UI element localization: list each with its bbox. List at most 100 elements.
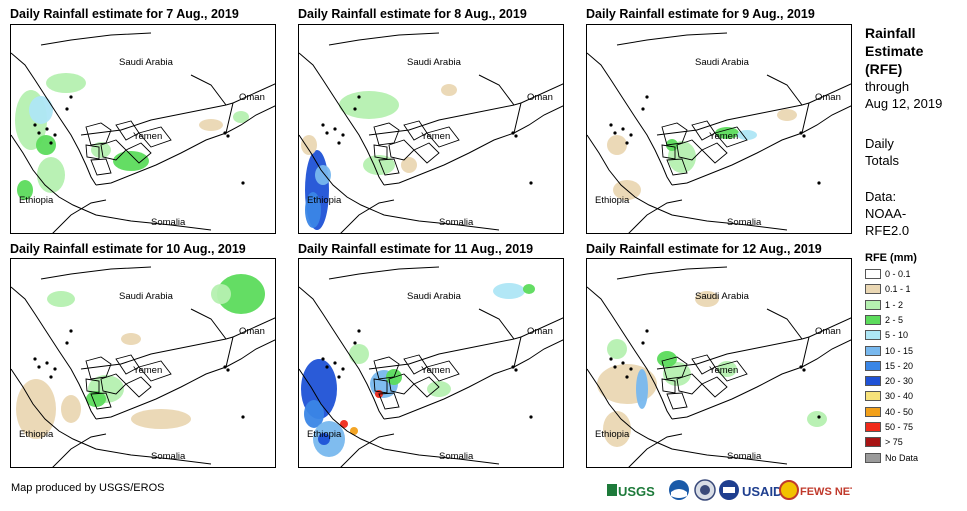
rain-patch bbox=[131, 409, 191, 429]
place-label-oman: Oman bbox=[239, 326, 265, 337]
place-label-ethiopia: Ethiopia bbox=[19, 429, 54, 440]
place-label-somalia: Somalia bbox=[439, 451, 474, 462]
legend-label: No Data bbox=[885, 452, 919, 463]
district-outline bbox=[666, 158, 688, 176]
legend-item: 5 - 10 bbox=[865, 329, 908, 341]
rain-patch bbox=[233, 111, 249, 123]
island-dot bbox=[37, 365, 41, 369]
place-label-somalia: Somalia bbox=[727, 451, 762, 462]
island-dot bbox=[357, 329, 361, 333]
border-line bbox=[11, 52, 97, 186]
border-line bbox=[616, 266, 728, 280]
border-line bbox=[766, 74, 803, 106]
legend-label: 20 - 30 bbox=[885, 376, 914, 387]
border-line bbox=[656, 102, 810, 136]
place-label-saudi: Saudi Arabia bbox=[407, 57, 462, 68]
border-line bbox=[801, 83, 851, 134]
side-daily: Daily bbox=[865, 136, 894, 151]
place-label-saudi: Saudi Arabia bbox=[695, 291, 750, 302]
legend-label: 5 - 10 bbox=[885, 330, 909, 341]
island-dot bbox=[69, 95, 73, 99]
rain-patch bbox=[737, 130, 757, 140]
island-dot bbox=[53, 133, 57, 137]
legend-swatch bbox=[865, 314, 881, 325]
legend-label: 0.1 - 1 bbox=[885, 284, 911, 295]
panel-title-aug7: Daily Rainfall estimate for 7 Aug., 2019 bbox=[10, 7, 239, 21]
rain-patch bbox=[318, 433, 330, 445]
district-outline bbox=[413, 376, 440, 398]
island-dot bbox=[645, 95, 649, 99]
rain-patch bbox=[350, 427, 358, 435]
border-line bbox=[80, 336, 234, 370]
panel-title-aug8: Daily Rainfall estimate for 8 Aug., 2019 bbox=[298, 7, 527, 21]
island-dot bbox=[337, 141, 341, 145]
fewsnet-logo: FEWS NET bbox=[779, 480, 852, 500]
map-panel-aug9: Saudi Arabia Oman Yemen Ethiopia Somalia bbox=[586, 24, 852, 234]
place-label-saudi: Saudi Arabia bbox=[407, 291, 462, 302]
district-outline bbox=[90, 392, 112, 410]
border-line bbox=[190, 74, 227, 106]
place-label-somalia: Somalia bbox=[439, 217, 474, 228]
panel-title-aug9: Daily Rainfall estimate for 9 Aug., 2019 bbox=[586, 7, 815, 21]
panel-title-aug10: Daily Rainfall estimate for 10 Aug., 201… bbox=[10, 242, 246, 256]
island-dot bbox=[333, 127, 337, 131]
border-line bbox=[40, 32, 152, 46]
district-outline bbox=[701, 376, 728, 398]
district-outline bbox=[373, 122, 400, 146]
island-dot bbox=[799, 131, 803, 135]
border-line bbox=[95, 339, 275, 420]
border-line bbox=[628, 433, 683, 467]
island-dot bbox=[613, 131, 617, 135]
usgs-logo-text: USGS bbox=[618, 484, 655, 499]
legend-swatch bbox=[865, 391, 881, 402]
rain-patch bbox=[777, 109, 797, 121]
district-outline bbox=[426, 360, 460, 382]
district-outline bbox=[373, 378, 388, 394]
island-dot bbox=[321, 357, 325, 361]
border-line bbox=[766, 308, 803, 340]
rain-patch bbox=[603, 411, 631, 447]
island-dot bbox=[817, 181, 821, 185]
legend-swatch bbox=[865, 376, 881, 387]
island-dot bbox=[45, 127, 49, 131]
noaa-logo bbox=[669, 480, 689, 500]
legend-label: > 75 bbox=[885, 437, 903, 448]
border-line bbox=[671, 105, 851, 186]
district-outline bbox=[676, 373, 703, 395]
border-line bbox=[478, 308, 515, 340]
border-line bbox=[656, 336, 810, 370]
rain-patch bbox=[29, 96, 53, 124]
rain-patch bbox=[46, 73, 86, 93]
island-dot bbox=[514, 368, 518, 372]
border-line bbox=[11, 286, 97, 420]
island-dot bbox=[641, 107, 645, 111]
panel-title-aug11: Daily Rainfall estimate for 11 Aug., 201… bbox=[298, 242, 534, 256]
border-line bbox=[40, 266, 152, 280]
rain-patch bbox=[17, 180, 33, 200]
rain-patch bbox=[217, 274, 265, 314]
island-dot bbox=[341, 133, 345, 137]
rain-patch bbox=[61, 395, 81, 423]
legend-label: 40 - 50 bbox=[885, 406, 914, 417]
island-dot bbox=[45, 361, 49, 365]
rain-patch bbox=[636, 369, 648, 409]
island-dot bbox=[333, 361, 337, 365]
map-panel-aug11: Saudi Arabia Oman Yemen Ethiopia Somalia bbox=[298, 258, 564, 468]
island-dot bbox=[625, 375, 629, 379]
rain-patch bbox=[349, 344, 369, 364]
legend-item: > 75 bbox=[865, 436, 903, 448]
place-label-yemen: Yemen bbox=[421, 131, 450, 142]
district-outline bbox=[85, 356, 112, 380]
district-outline bbox=[661, 144, 676, 160]
legend-item: 15 - 20 bbox=[865, 360, 913, 372]
legend-item: 0.1 - 1 bbox=[865, 283, 911, 295]
border-line bbox=[616, 32, 728, 46]
island-dot bbox=[511, 365, 515, 369]
island-dot bbox=[613, 365, 617, 369]
border-line bbox=[801, 317, 851, 368]
district-outline bbox=[125, 142, 152, 164]
legend-item: 20 - 30 bbox=[865, 375, 913, 387]
border-line bbox=[587, 134, 788, 231]
rain-patch bbox=[37, 157, 65, 193]
island-dot bbox=[223, 365, 227, 369]
